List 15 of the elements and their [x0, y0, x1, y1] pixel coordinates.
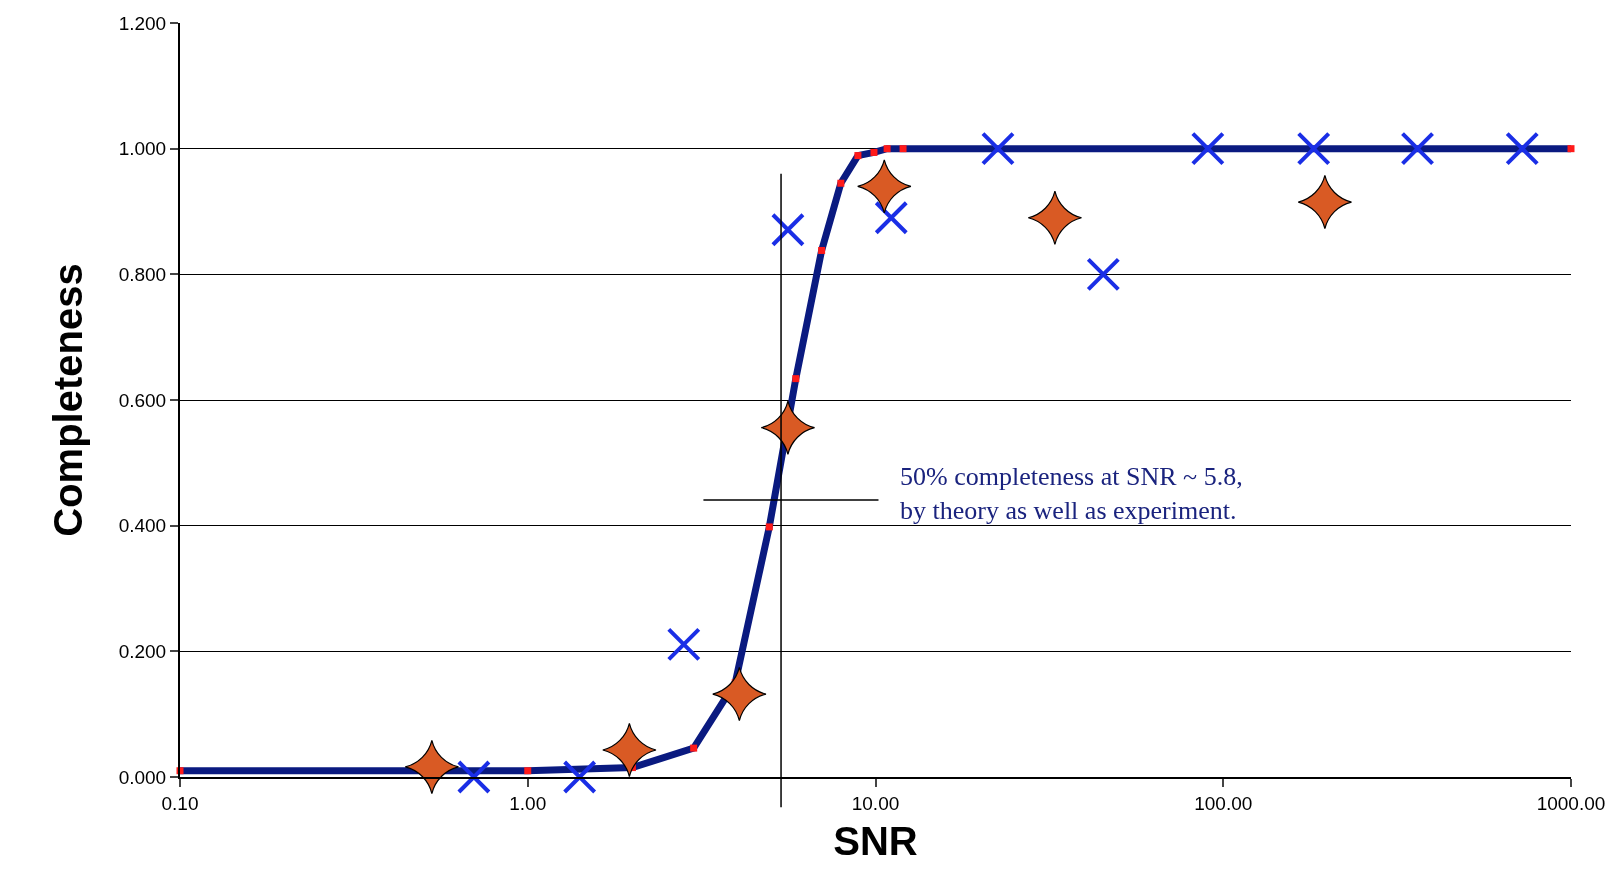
y-tick-label: 0.600 — [118, 389, 167, 411]
y-tick-label: 0.200 — [118, 640, 167, 662]
x-tick-label: 1.00 — [509, 792, 547, 814]
x-tick-label: 10.00 — [851, 792, 900, 814]
x-axis-title: SNR — [833, 818, 918, 863]
y-axis-title: Completeness — [45, 263, 90, 537]
x-tick-label: 100.00 — [1194, 792, 1253, 814]
y-tick-label: 0.000 — [118, 766, 167, 788]
y-tick-label: 1.000 — [118, 138, 167, 160]
x-tick-label: 0.10 — [161, 792, 199, 814]
y-tick-label: 0.800 — [118, 263, 167, 285]
x-tick-label: 1000.00 — [1536, 792, 1606, 814]
y-tick-label: 1.200 — [118, 12, 167, 34]
y-tick-label: 0.400 — [118, 515, 167, 537]
annotation: 50% completeness at SNR ~ 5.8, by theory as well as experiment. — [900, 462, 1243, 525]
